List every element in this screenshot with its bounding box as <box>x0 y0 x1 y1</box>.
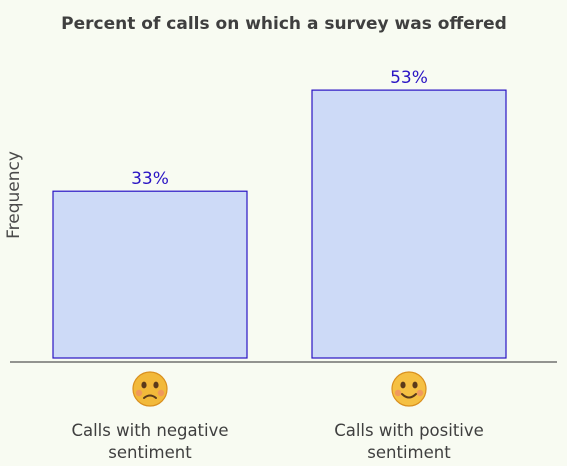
x-tick-label-2-line-1: Calls with positive <box>334 421 484 440</box>
x-tick-label-2-line-2: sentiment <box>367 443 451 462</box>
bars-group: 33% 53% <box>52 68 507 359</box>
sad-face-icon <box>132 371 168 407</box>
y-axis-label: Frequency <box>4 151 24 239</box>
x-tick-label-1-line-1: Calls with negative <box>71 421 228 440</box>
data-label-1: 33% <box>131 169 169 189</box>
x-tick-labels: Calls with negative sentiment Calls with p… <box>71 371 484 462</box>
bar-1 <box>52 190 248 359</box>
data-label-2: 53% <box>390 68 428 88</box>
chart-title: Percent of calls on which a survey was o… <box>61 14 507 34</box>
happy-face-icon <box>391 371 427 407</box>
bar-2 <box>311 89 507 359</box>
x-tick-label-1-line-2: sentiment <box>108 443 192 462</box>
